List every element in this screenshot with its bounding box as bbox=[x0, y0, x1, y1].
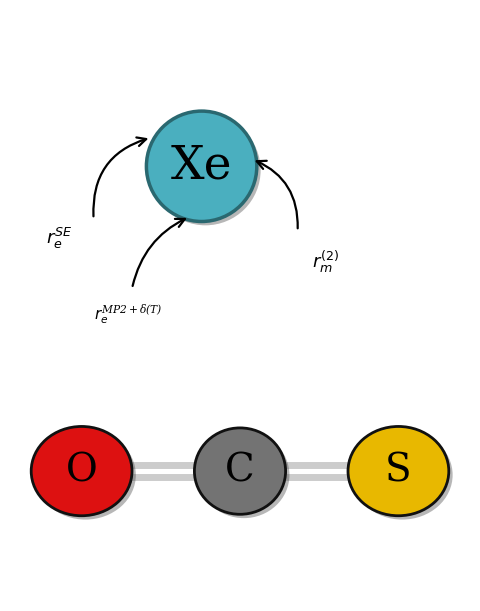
Text: O: O bbox=[66, 453, 97, 489]
Ellipse shape bbox=[35, 430, 136, 519]
Text: $r_m^{(2)}$: $r_m^{(2)}$ bbox=[312, 249, 339, 276]
Text: $r_e^{\mathregular{MP2+\delta(T)}}$: $r_e^{\mathregular{MP2+\delta(T)}}$ bbox=[94, 303, 162, 327]
Ellipse shape bbox=[352, 430, 453, 519]
Text: Xe: Xe bbox=[171, 144, 232, 189]
Ellipse shape bbox=[146, 111, 257, 222]
Text: C: C bbox=[225, 453, 255, 489]
Text: $r_e^{\mathit{SE}}$: $r_e^{\mathit{SE}}$ bbox=[46, 225, 72, 251]
Ellipse shape bbox=[348, 426, 449, 516]
Text: S: S bbox=[385, 453, 412, 489]
Ellipse shape bbox=[31, 426, 132, 516]
Ellipse shape bbox=[194, 428, 286, 514]
Ellipse shape bbox=[150, 115, 261, 225]
Ellipse shape bbox=[198, 432, 289, 518]
